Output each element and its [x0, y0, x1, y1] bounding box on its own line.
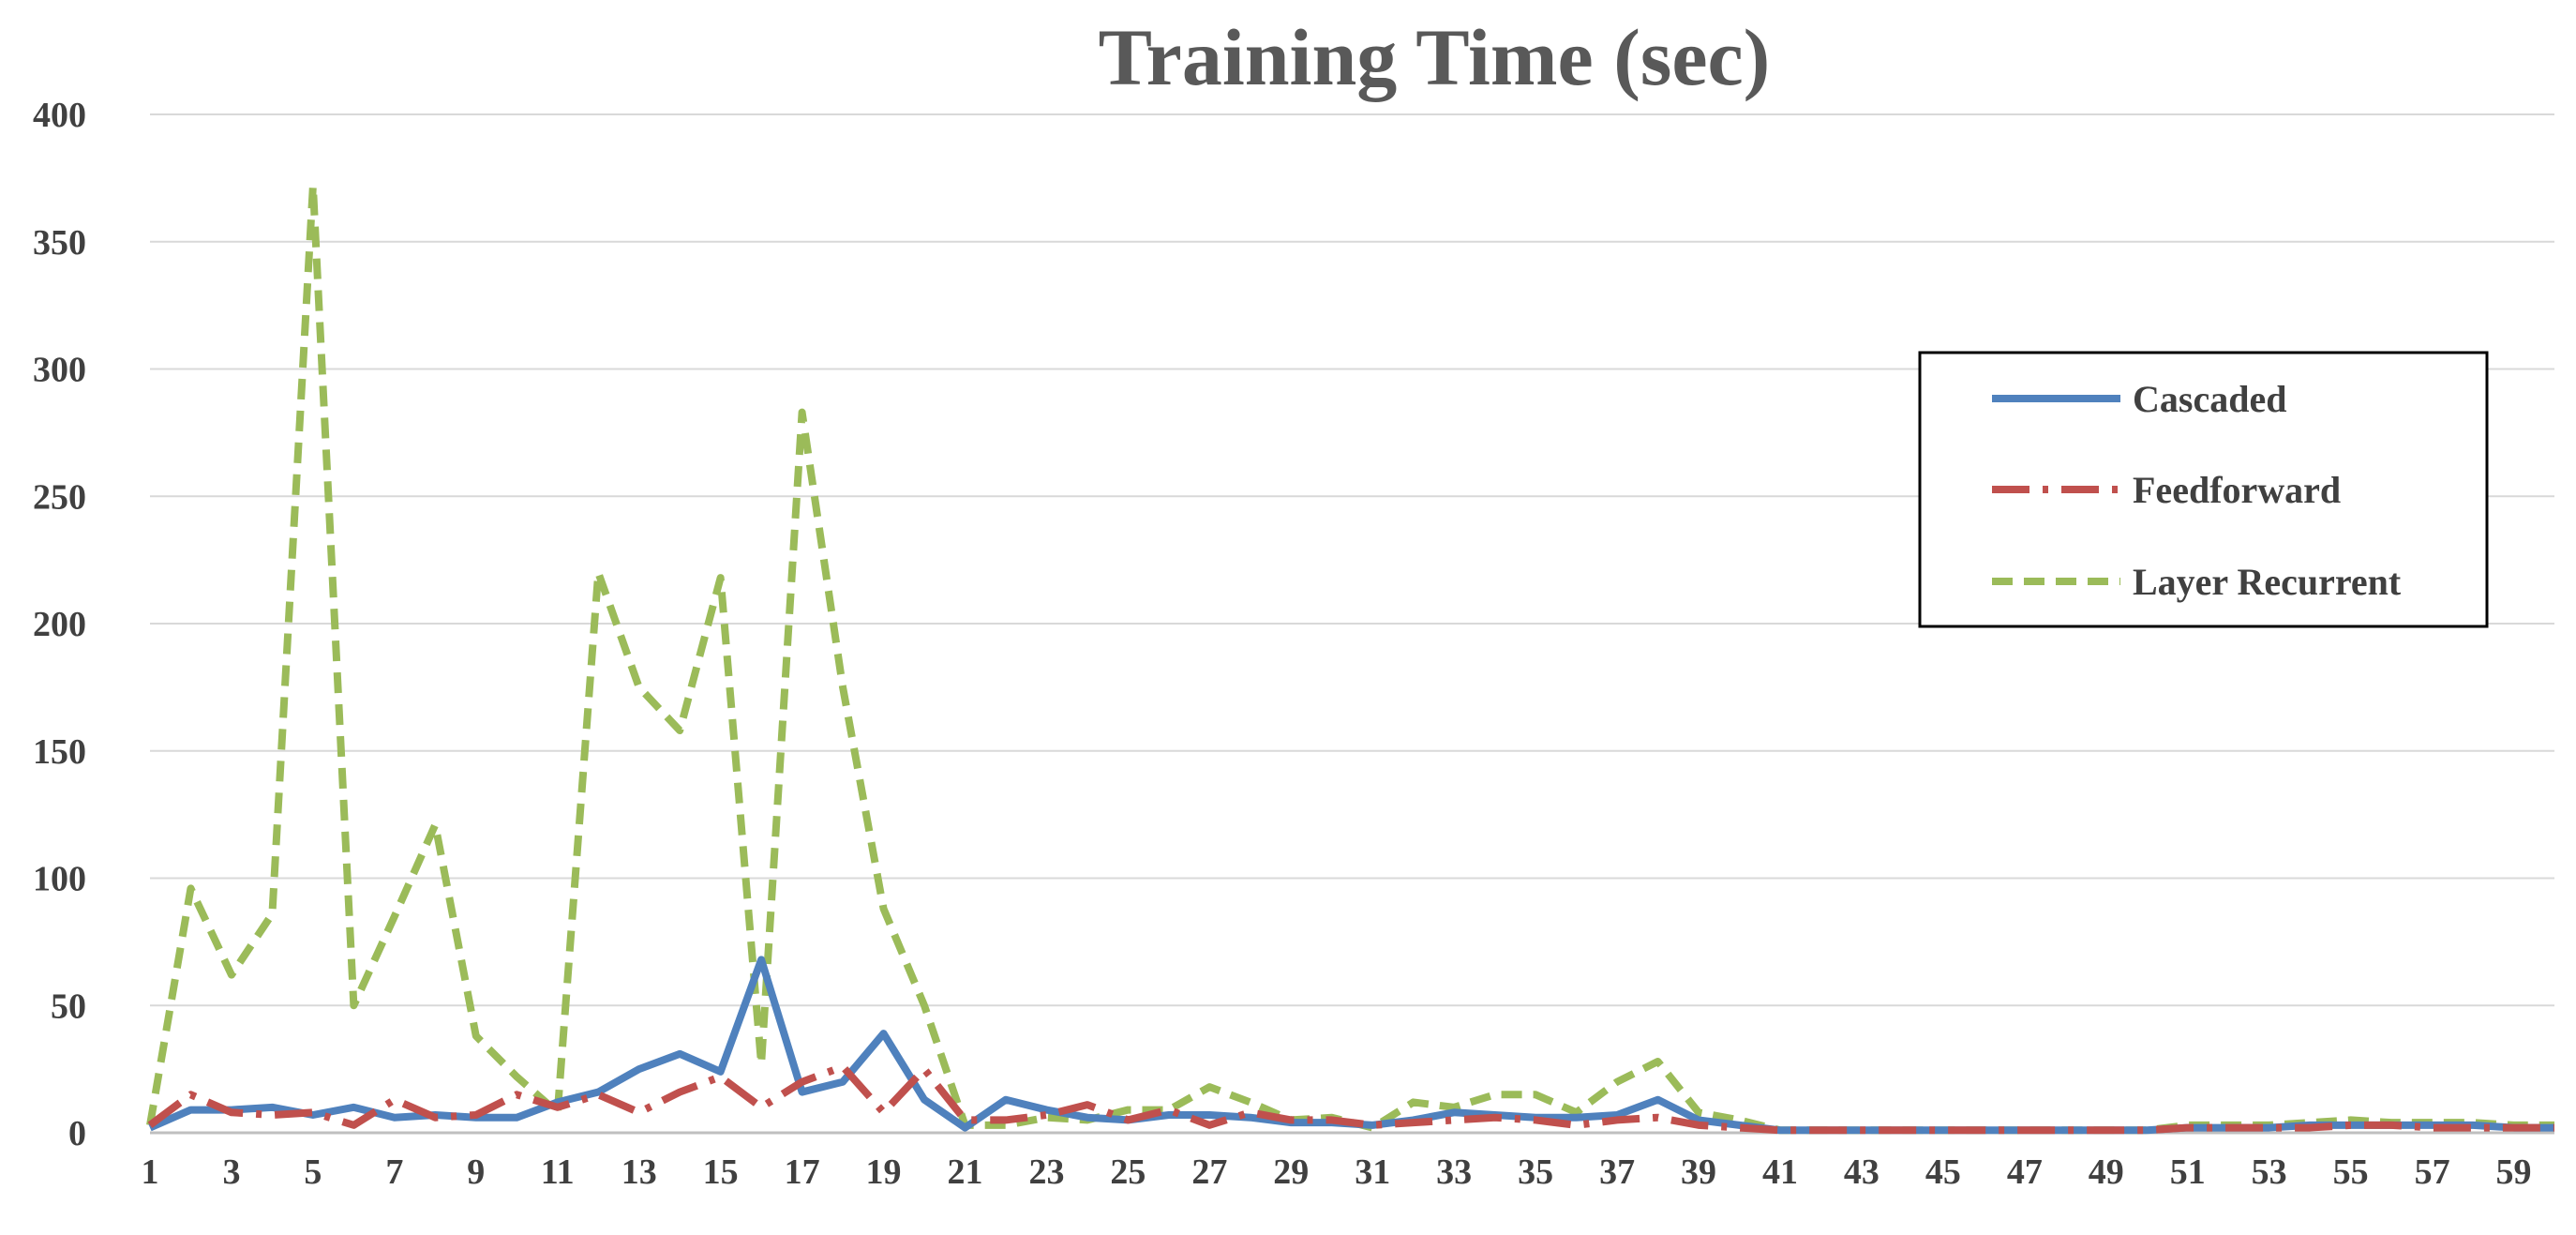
legend-label-layer-recurrent: Layer Recurrent	[2133, 561, 2402, 603]
x-tick-label: 35	[1518, 1152, 1553, 1192]
x-tick-label: 17	[785, 1152, 820, 1192]
x-tick-label: 13	[622, 1152, 657, 1192]
y-tick-label: 150	[33, 732, 86, 772]
series-line-feedforward	[147, 1062, 2554, 1135]
x-tick-label: 41	[1762, 1152, 1798, 1192]
x-tick-label: 43	[1844, 1152, 1880, 1192]
x-tick-label: 47	[2007, 1152, 2043, 1192]
y-tick-label: 250	[33, 477, 86, 517]
series-lines	[146, 182, 2554, 1135]
legend: Cascaded Feedforward Layer Recurrent	[1918, 351, 2489, 628]
x-axis-ticks: 1 3 5 7 9 11 13 15 17 19 21 23 25 27 29 31 33 35 37 39 41 43 4…	[142, 1152, 2532, 1192]
x-tick-label: 25	[1110, 1152, 1146, 1192]
x-tick-label: 19	[866, 1152, 902, 1192]
legend-label-feedforward: Feedforward	[2133, 469, 2341, 511]
legend-label-cascaded: Cascaded	[2133, 378, 2286, 420]
x-tick-label: 7	[385, 1152, 403, 1192]
x-tick-label: 11	[541, 1152, 575, 1192]
y-tick-label: 100	[33, 860, 86, 899]
x-tick-label: 33	[1436, 1152, 1472, 1192]
x-tick-label: 59	[2496, 1152, 2532, 1192]
x-tick-label: 23	[1028, 1152, 1064, 1192]
y-tick-label: 300	[33, 351, 86, 390]
x-tick-label: 55	[2333, 1152, 2369, 1192]
chart-title: Training Time (sec)	[1099, 12, 1771, 102]
y-tick-label: 50	[51, 986, 86, 1026]
x-tick-label: 3	[222, 1152, 240, 1192]
x-tick-label: 39	[1681, 1152, 1716, 1192]
x-tick-label: 37	[1599, 1152, 1635, 1192]
x-tick-label: 5	[304, 1152, 322, 1192]
x-tick-label: 29	[1273, 1152, 1309, 1192]
x-tick-label: 27	[1191, 1152, 1227, 1192]
x-tick-label: 51	[2170, 1152, 2206, 1192]
y-tick-label: 0	[68, 1114, 86, 1153]
y-axis-ticks: 0 50 100 150 200 250 300 350 400	[33, 96, 86, 1153]
x-tick-label: 1	[142, 1152, 159, 1192]
x-tick-label: 15	[703, 1152, 739, 1192]
x-tick-label: 45	[1925, 1152, 1961, 1192]
y-tick-label: 400	[33, 96, 86, 135]
x-tick-label: 57	[2415, 1152, 2450, 1192]
y-tick-label: 350	[33, 223, 86, 263]
x-tick-label: 53	[2252, 1152, 2287, 1192]
x-tick-label: 21	[947, 1152, 982, 1192]
x-tick-label: 31	[1355, 1152, 1390, 1192]
x-tick-label: 9	[467, 1152, 485, 1192]
y-tick-label: 200	[33, 605, 86, 644]
x-tick-label: 49	[2089, 1152, 2124, 1192]
